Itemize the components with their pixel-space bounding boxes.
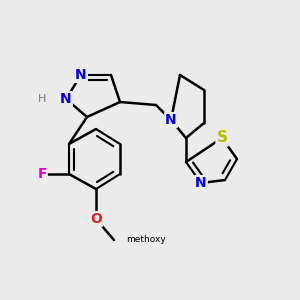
Text: N: N <box>75 68 87 82</box>
Text: F: F <box>37 167 47 181</box>
Text: methoxy: methoxy <box>126 236 166 244</box>
Text: O: O <box>90 212 102 226</box>
Text: N: N <box>60 92 72 106</box>
Text: N: N <box>165 113 177 127</box>
Text: S: S <box>217 130 227 146</box>
Text: H: H <box>38 94 46 104</box>
Text: N: N <box>195 176 207 190</box>
